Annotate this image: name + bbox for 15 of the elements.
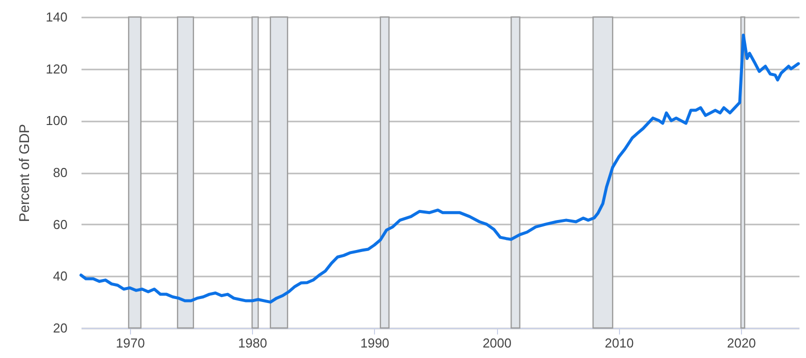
x-tick-label: 1970 — [116, 336, 145, 350]
x-tick-label: 1980 — [238, 336, 268, 350]
y-tick-label: 80 — [53, 165, 68, 180]
y-tick-label: 120 — [46, 61, 68, 76]
y-tick-label: 140 — [46, 10, 68, 24]
y-tick-label: 100 — [46, 113, 68, 128]
y-axis-title: Percent of GDP — [16, 124, 32, 222]
y-tick-label: 60 — [53, 216, 68, 232]
y-tick-label: 20 — [53, 320, 68, 336]
line-series — [80, 34, 800, 304]
x-tick-label: 2010 — [604, 336, 634, 350]
y-tick-label: 40 — [53, 268, 68, 284]
x-tick-label: 2000 — [482, 336, 512, 350]
x-tick-label: 2020 — [726, 336, 756, 350]
x-tick-label: 1990 — [360, 336, 390, 350]
